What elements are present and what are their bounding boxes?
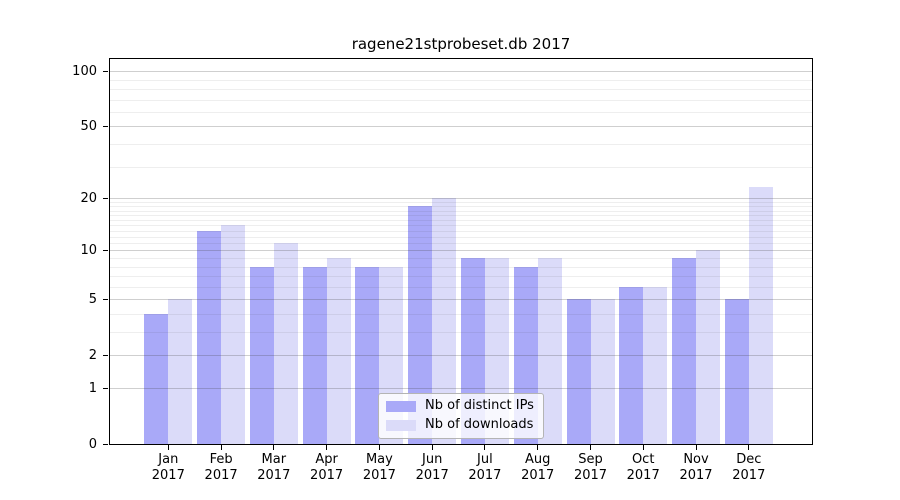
gridline-minor-70 xyxy=(110,99,812,101)
legend-swatch-downloads xyxy=(386,419,416,431)
x-tick-mark-apr xyxy=(326,445,328,450)
x-tick-label-dec: Dec 2017 xyxy=(732,452,766,483)
plot-area: Nb of distinct IPs Nb of downloads xyxy=(109,58,813,445)
bar-oct-distinct-ips xyxy=(619,286,644,444)
x-tick-mark-may xyxy=(378,445,380,450)
gridline-minor-30 xyxy=(110,166,812,168)
x-tick-mark-jun xyxy=(431,445,433,450)
y-tick-label-5: 5 xyxy=(88,291,97,307)
x-tick-mark-dec xyxy=(748,445,750,450)
y-tick-mark-0 xyxy=(103,443,108,445)
y-tick-mark-20 xyxy=(103,197,108,199)
gridline-minor-17 xyxy=(110,210,812,212)
y-tick-label-50: 50 xyxy=(80,118,97,134)
bar-feb-distinct-ips xyxy=(197,230,222,444)
bar-sep-downloads xyxy=(590,299,615,444)
gridline-minor-14 xyxy=(110,225,812,227)
gridline-20 xyxy=(110,198,812,200)
x-tick-label-aug: Aug 2017 xyxy=(521,452,555,483)
y-tick-label-1: 1 xyxy=(88,380,97,396)
gridline-minor-15 xyxy=(110,220,812,221)
y-tick-mark-10 xyxy=(103,249,108,251)
x-tick-mark-feb xyxy=(220,445,222,450)
chart-title: ragene21stprobeset.db 2017 xyxy=(351,35,571,53)
x-tick-label-nov: Nov 2017 xyxy=(679,452,713,483)
x-tick-mark-sep xyxy=(590,445,591,450)
legend-swatch-distinct-ips xyxy=(386,400,416,412)
x-tick-label-mar: Mar 2017 xyxy=(257,452,291,483)
legend: Nb of distinct IPs Nb of downloads xyxy=(378,393,544,439)
gridline-minor-40 xyxy=(110,144,812,145)
bar-apr-distinct-ips xyxy=(302,266,327,444)
y-tick-label-100: 100 xyxy=(72,63,97,79)
bar-mar-distinct-ips xyxy=(249,266,274,444)
gridline-minor-80 xyxy=(110,89,812,90)
legend-item-distinct-ips: Nb of distinct IPs xyxy=(386,398,534,414)
y-tick-mark-50 xyxy=(103,125,108,127)
bar-feb-downloads xyxy=(221,225,246,444)
bar-oct-downloads xyxy=(643,286,668,444)
x-tick-label-apr: Apr 2017 xyxy=(310,452,344,483)
gridline-50 xyxy=(110,126,812,128)
gridline-100 xyxy=(110,71,812,73)
x-tick-label-oct: Oct 2017 xyxy=(626,452,660,483)
x-tick-label-feb: Feb 2017 xyxy=(204,452,238,483)
x-tick-mark-jul xyxy=(484,445,486,450)
x-tick-mark-oct xyxy=(642,445,644,450)
x-tick-label-jul: Jul 2017 xyxy=(468,452,502,483)
y-tick-mark-2 xyxy=(103,354,108,356)
x-tick-mark-aug xyxy=(537,445,539,450)
legend-item-downloads: Nb of downloads xyxy=(386,417,534,433)
legend-label-distinct-ips: Nb of distinct IPs xyxy=(425,398,534,413)
bar-apr-downloads xyxy=(326,258,351,444)
x-tick-mark-mar xyxy=(273,445,275,450)
y-tick-label-2: 2 xyxy=(88,347,97,363)
x-tick-mark-nov xyxy=(695,445,697,450)
x-tick-mark-jan xyxy=(167,445,169,450)
y-tick-label-20: 20 xyxy=(80,190,97,206)
y-tick-mark-1 xyxy=(103,387,108,389)
y-tick-mark-100 xyxy=(103,70,108,72)
gridline-minor-19 xyxy=(110,202,812,203)
bar-dec-downloads xyxy=(748,187,773,444)
gridline-minor-16 xyxy=(110,215,812,217)
legend-label-downloads: Nb of downloads xyxy=(425,417,534,432)
gridline-minor-18 xyxy=(110,206,812,208)
bar-dec-distinct-ips xyxy=(724,299,749,444)
bar-nov-downloads xyxy=(696,250,720,444)
gridline-minor-90 xyxy=(110,79,812,81)
x-tick-label-sep: Sep 2017 xyxy=(573,452,608,483)
bar-may-distinct-ips xyxy=(355,266,380,444)
bar-jan-distinct-ips xyxy=(144,314,169,444)
gridline-minor-60 xyxy=(110,111,812,113)
bar-nov-distinct-ips xyxy=(672,258,696,444)
y-tick-label-0: 0 xyxy=(88,436,97,452)
x-tick-label-jan: Jan 2017 xyxy=(151,452,185,483)
y-tick-mark-5 xyxy=(103,298,108,300)
x-tick-label-jun: Jun 2017 xyxy=(415,452,449,483)
bar-jan-downloads xyxy=(168,299,193,444)
x-tick-label-may: May 2017 xyxy=(362,452,396,483)
bar-mar-downloads xyxy=(273,243,298,444)
y-tick-label-10: 10 xyxy=(80,242,97,258)
bar-sep-distinct-ips xyxy=(566,299,591,444)
